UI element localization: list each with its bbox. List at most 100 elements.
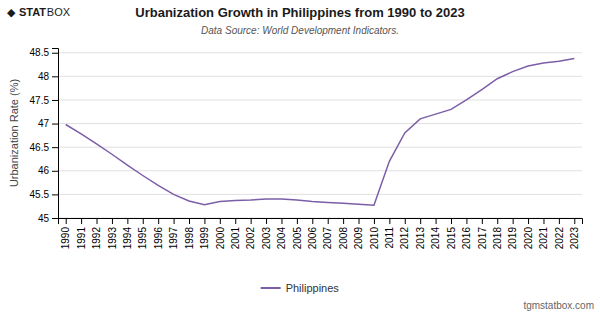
x-tick: 1992 — [91, 218, 102, 249]
y-tick-mark — [52, 194, 58, 195]
x-tick-label: 2008 — [338, 227, 349, 250]
x-tick-mark — [574, 218, 575, 224]
y-tick-label: 46.5 — [30, 142, 50, 153]
x-tick: 2009 — [353, 218, 364, 249]
x-tick-label: 2005 — [292, 227, 303, 250]
x-tick-label: 1995 — [137, 227, 148, 250]
y-axis-line — [52, 49, 59, 219]
grid-line — [58, 147, 582, 148]
x-tick-mark — [389, 218, 390, 224]
grid-line — [58, 99, 582, 100]
x-tick: 2012 — [399, 218, 410, 249]
grid — [58, 53, 582, 218]
x-tick-mark — [174, 218, 175, 224]
x-tick-mark — [112, 218, 113, 224]
x-tick: 1995 — [137, 218, 148, 249]
x-tick: 2007 — [322, 218, 333, 249]
x-tick-mark — [436, 218, 437, 224]
x-tick-mark — [405, 218, 406, 224]
x-tick: 1994 — [122, 218, 133, 249]
x-tick-label: 1992 — [91, 227, 102, 250]
logo-text: STAT — [19, 6, 46, 18]
x-tick-label: 2012 — [399, 227, 410, 250]
x-tick-mark — [343, 218, 344, 224]
series-group — [66, 58, 575, 205]
x-tick-mark — [158, 218, 159, 224]
y-tick: 46 — [38, 165, 58, 176]
x-tick-mark — [297, 218, 298, 224]
y-tick: 48 — [38, 71, 58, 82]
x-tick-mark — [497, 218, 498, 224]
x-tick-label: 2023 — [569, 227, 580, 250]
x-tick-label: 2007 — [322, 227, 333, 250]
x-tick: 2000 — [215, 218, 226, 249]
x-tick: 2001 — [230, 218, 241, 249]
x-tick-label: 1996 — [153, 227, 164, 250]
x-tick-label: 2000 — [215, 227, 226, 250]
x-tick-mark — [127, 218, 128, 224]
x-tick: 2005 — [292, 218, 303, 249]
x-tick-label: 1993 — [107, 227, 118, 250]
grid-line — [58, 123, 582, 124]
y-tick-mark — [52, 218, 58, 219]
x-tick-mark — [235, 218, 236, 224]
title: Urbanization Growth in Philippines from … — [135, 5, 464, 20]
x-tick-label: 2015 — [446, 227, 457, 250]
x-tick-label: 2017 — [477, 227, 488, 250]
x-tick-label: 2021 — [538, 227, 549, 250]
x-tick-label: 1991 — [76, 227, 87, 250]
grid-line — [58, 52, 582, 53]
x-tick-mark — [374, 218, 375, 224]
x-tick-mark — [559, 218, 560, 224]
x-tick-label: 2016 — [461, 227, 472, 250]
x-tick-mark — [543, 218, 544, 224]
x-tick-label: 1994 — [122, 227, 133, 250]
y-tick-label: 45 — [38, 213, 50, 224]
x-tick-label: 2013 — [415, 227, 426, 250]
x-tick: 2002 — [245, 218, 256, 249]
subtitle: Data Source: World Development Indicator… — [201, 25, 399, 36]
y-tick-mark — [52, 124, 58, 125]
x-tick-mark — [482, 218, 483, 224]
y-tick-label: 47 — [38, 118, 50, 129]
y-tick: 48.5 — [30, 47, 58, 58]
x-axis-line — [59, 219, 583, 225]
x-tick: 2017 — [477, 218, 488, 249]
chart: 4545.54646.54747.54848.51990199119921993… — [0, 0, 600, 314]
x-tick: 2004 — [276, 218, 287, 249]
x-tick-label: 1990 — [60, 227, 71, 250]
x-tick-mark — [189, 218, 190, 224]
x-tick: 1998 — [184, 218, 195, 249]
x-tick-mark — [81, 218, 82, 224]
x-tick-label: 2001 — [230, 227, 241, 250]
y-tick-mark — [52, 100, 58, 101]
y-tick: 45 — [38, 213, 58, 224]
x-tick: 2020 — [523, 218, 534, 249]
x-tick-mark — [420, 218, 421, 224]
y-tick: 47.5 — [30, 95, 58, 106]
x-tick: 1997 — [168, 218, 179, 249]
x-tick-mark — [66, 218, 67, 224]
x-tick: 2006 — [307, 218, 318, 249]
x-tick: 2015 — [446, 218, 457, 249]
x-tick-mark — [220, 218, 221, 224]
x-tick: 2003 — [261, 218, 272, 249]
x-tick-label: 1997 — [168, 227, 179, 250]
x-tick-mark — [328, 218, 329, 224]
y-tick-mark — [52, 76, 58, 77]
x-tick-label: 2020 — [523, 227, 534, 250]
y-tick-mark — [52, 147, 58, 148]
x-tick-label: 2018 — [492, 227, 503, 250]
x-tick: 2014 — [430, 218, 441, 249]
legend-item: Philippines — [261, 282, 340, 294]
x-tick-mark — [359, 218, 360, 224]
x-tick-label: 2006 — [307, 227, 318, 250]
x-tick-mark — [528, 218, 529, 224]
x-tick: 1999 — [199, 218, 210, 249]
x-tick: 2023 — [569, 218, 580, 249]
x-tick: 1991 — [76, 218, 87, 249]
x-tick-label: 2019 — [507, 227, 518, 250]
y-tick-label: 46 — [38, 165, 50, 176]
logo-text: BOX — [47, 6, 71, 18]
x-tick: 2018 — [492, 218, 503, 249]
